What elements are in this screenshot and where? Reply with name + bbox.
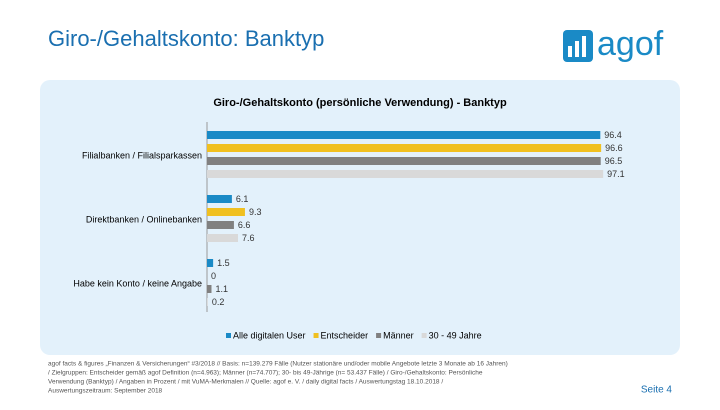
legend-swatch <box>313 333 319 338</box>
bar <box>207 259 214 267</box>
value-label: 96.6 <box>605 143 623 153</box>
bar <box>207 131 601 139</box>
footer-line: Auswertungszeitraum: September 2018 <box>48 388 163 395</box>
bar <box>207 221 234 229</box>
legend-label: Entscheider <box>321 330 369 340</box>
category-label: Habe kein Konto / keine Angabe <box>73 278 202 288</box>
logo-bar <box>568 46 572 57</box>
bar <box>207 195 232 203</box>
bar <box>207 157 601 165</box>
value-label: 7.6 <box>242 233 255 243</box>
category-label: Direktbanken / Onlinebanken <box>86 214 202 224</box>
logo-bar <box>582 36 586 57</box>
value-label: 97.1 <box>607 169 625 179</box>
value-label: 6.1 <box>236 194 249 204</box>
page-number: Seite 4 <box>641 385 673 396</box>
bar <box>207 234 239 242</box>
bar <box>207 144 602 152</box>
bar <box>207 298 208 306</box>
footer: agof facts & figures „Finanzen & Versich… <box>48 361 508 395</box>
logo-bar <box>575 41 579 57</box>
value-label: 96.4 <box>604 130 622 140</box>
footer-line: / Zielgruppen: Entscheider gemäß agof De… <box>48 370 483 377</box>
bar <box>207 285 212 293</box>
value-label: 9.3 <box>249 207 262 217</box>
value-label: 0 <box>211 271 216 281</box>
footer-line: agof facts & figures „Finanzen & Versich… <box>48 361 508 368</box>
page-title: Giro-/Gehaltskonto: Banktyp <box>48 26 324 51</box>
value-label: 1.1 <box>215 284 228 294</box>
footer-line: Verwendung (Banktyp) / Angaben in Prozen… <box>48 379 443 386</box>
chart-title: Giro-/Gehaltskonto (persönliche Verwendu… <box>213 97 507 109</box>
logo-text: agof <box>597 25 664 63</box>
value-label: 1.5 <box>217 258 230 268</box>
legend-swatch <box>421 333 427 338</box>
category-label: Filialbanken / Filialsparkassen <box>82 150 202 160</box>
bar <box>207 208 245 216</box>
value-label: 0.2 <box>212 297 225 307</box>
legend-label: 30 - 49 Jahre <box>429 330 482 340</box>
bar <box>207 170 604 178</box>
legend-swatch <box>226 333 231 338</box>
legend-label: Männer <box>383 330 414 340</box>
logo: agof <box>563 25 664 63</box>
legend-swatch <box>376 333 382 338</box>
legend-label: Alle digitalen User <box>233 330 306 340</box>
value-label: 96.5 <box>605 156 623 166</box>
value-label: 6.6 <box>238 220 251 230</box>
